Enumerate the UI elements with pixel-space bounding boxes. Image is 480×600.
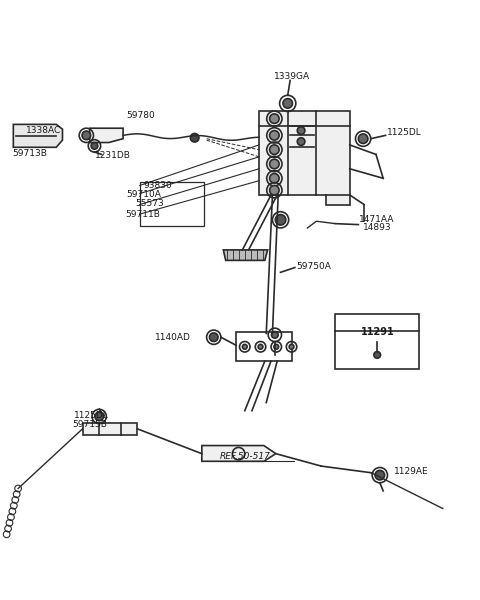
Circle shape bbox=[283, 98, 292, 108]
Circle shape bbox=[258, 344, 263, 349]
Circle shape bbox=[375, 470, 384, 480]
Polygon shape bbox=[83, 423, 137, 434]
Circle shape bbox=[270, 185, 279, 195]
Bar bbox=[236, 332, 292, 361]
Circle shape bbox=[270, 114, 279, 124]
Text: 1125DL: 1125DL bbox=[74, 411, 108, 420]
Polygon shape bbox=[223, 250, 268, 260]
Text: 14893: 14893 bbox=[363, 223, 392, 232]
Text: 59711B: 59711B bbox=[125, 209, 160, 218]
Circle shape bbox=[270, 145, 279, 154]
Circle shape bbox=[297, 127, 305, 134]
Circle shape bbox=[209, 333, 218, 341]
Circle shape bbox=[91, 143, 98, 149]
Circle shape bbox=[191, 133, 199, 142]
Circle shape bbox=[274, 344, 279, 349]
Circle shape bbox=[270, 173, 279, 183]
Text: 59715B: 59715B bbox=[72, 419, 107, 428]
Text: 1129AE: 1129AE bbox=[394, 467, 428, 476]
Text: 1338AC: 1338AC bbox=[26, 125, 61, 134]
Circle shape bbox=[359, 134, 368, 143]
Circle shape bbox=[270, 159, 279, 169]
Text: 59780: 59780 bbox=[126, 111, 155, 120]
Circle shape bbox=[276, 215, 286, 225]
Text: REF.50-517: REF.50-517 bbox=[220, 452, 271, 461]
Text: 93830: 93830 bbox=[144, 181, 172, 190]
Bar bbox=[140, 182, 204, 226]
Text: 1339GA: 1339GA bbox=[275, 72, 311, 81]
Polygon shape bbox=[13, 124, 62, 147]
Circle shape bbox=[272, 331, 278, 338]
Polygon shape bbox=[202, 446, 276, 461]
Circle shape bbox=[82, 131, 91, 140]
Text: 1471AA: 1471AA bbox=[360, 215, 395, 224]
Text: 11291: 11291 bbox=[360, 327, 394, 337]
Text: 59713B: 59713B bbox=[12, 149, 47, 158]
Circle shape bbox=[374, 352, 381, 358]
Text: 59750A: 59750A bbox=[296, 262, 331, 271]
Polygon shape bbox=[90, 128, 123, 143]
Text: 1231DB: 1231DB bbox=[96, 151, 131, 160]
Polygon shape bbox=[259, 112, 350, 205]
Text: 1140AD: 1140AD bbox=[155, 333, 191, 342]
Circle shape bbox=[242, 344, 247, 349]
Circle shape bbox=[95, 412, 104, 421]
Bar bbox=[336, 314, 419, 369]
Text: 59710A: 59710A bbox=[126, 190, 161, 199]
Text: 1125DL: 1125DL bbox=[387, 128, 422, 137]
Circle shape bbox=[289, 344, 294, 349]
Circle shape bbox=[297, 138, 305, 145]
Text: 55573: 55573 bbox=[135, 199, 164, 208]
Circle shape bbox=[270, 131, 279, 140]
